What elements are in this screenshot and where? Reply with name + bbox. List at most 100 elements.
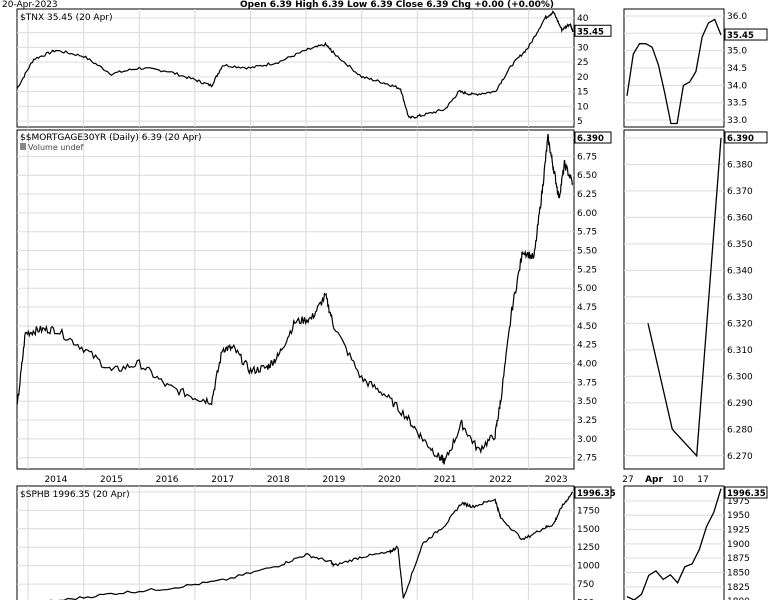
zoom-x-tick-label: Apr [645,475,663,485]
zoom-last-value-tag: 35.45 [727,31,754,41]
tnx-panel-title: $TNX 35.45 (20 Apr) [20,13,113,23]
zoom-series-line [626,18,722,125]
series-line [16,133,574,465]
y-tick-label: 25 [577,58,588,68]
zoom-y-tick-label: 6.370 [727,187,753,197]
x-tick-label: 2022 [489,475,512,485]
series-layer [16,10,722,600]
zoom-y-tick-label: 35.0 [727,47,747,57]
zoom-y-tick-label: 33.0 [727,116,747,126]
zoom-series-line [626,488,722,600]
y-tick-label: 5.00 [577,284,597,294]
y-tick-label: 20 [577,73,589,83]
series-line [16,10,574,120]
zoom-y-tick-label: 6.340 [727,266,753,276]
zoom-y-tick-label: 1950 [727,511,750,521]
y-tick-label: 3.25 [577,416,597,426]
zoom-y-tick-label: 36.0 [727,12,747,22]
sphb-zoom-frame [623,485,725,600]
y-tick-label: 6.00 [577,209,597,219]
y-tick-label: 4.75 [577,303,597,313]
last-value-tag-box [574,131,612,144]
mortgage-zoom-frame [623,129,725,470]
y-tick-label: 6.25 [577,190,597,200]
zoom-x-tick-label: 10 [672,475,684,485]
zoom-x-tick-label: 17 [697,475,708,485]
zoom-y-tick-label: 6.300 [727,372,753,382]
y-tick-label: 4.50 [577,322,597,332]
zoom-last-value-tag: 1996.35 [727,489,766,499]
zoom-y-tick-label: 6.270 [727,452,753,462]
zoom-y-tick-label: 6.330 [727,293,753,303]
tnx-panel-frame [16,8,575,128]
y-tick-label: 15 [577,88,588,98]
y-tick-label: 5.50 [577,247,597,257]
last-value-tag-box [574,486,612,499]
y-tick-label: 4.00 [577,360,597,370]
y-tick-label: 3.00 [577,435,597,445]
zoom-y-tick-label: 33.5 [727,99,747,109]
zoom-last-value-tag-box [724,131,768,144]
zoom-y-tick-label: 1825 [727,583,750,593]
y-tick-label: 5 [577,117,583,127]
x-tick-label: 2018 [267,475,290,485]
y-tick-label: 1750 [577,506,600,516]
zoom-y-tick-label: 6.320 [727,319,753,329]
volume-icon [20,143,26,150]
mortgage-panel-subtitle: Volume undef [28,143,83,152]
mortgage-panel-title: $$MORTGAGE30YR (Daily) 6.39 (20 Apr) [20,133,202,143]
y-tick-label: 40 [577,14,589,24]
x-tick-label: 2016 [156,475,179,485]
zoom-x-tick-label: 27 [622,475,633,485]
y-tick-label: 30 [577,43,589,53]
zoom-y-tick-label: 6.310 [727,346,753,356]
last-value-tag: 35.45 [577,27,604,37]
x-tick-label: 2017 [211,475,234,485]
y-tick-label: 6.50 [577,171,597,181]
y-tick-label: 2.75 [577,454,597,464]
y-tick-label: 500 [577,599,594,600]
mortgage-panel-frame [16,129,575,470]
y-tick-label: 1500 [577,525,600,535]
zoom-y-tick-label: 34.0 [727,81,747,91]
axis-label-layer: 51015202530354033.033.534.034.535.035.53… [44,12,768,600]
zoom-y-tick-label: 1800 [727,597,750,600]
y-tick-label: 4.25 [577,341,597,351]
y-tick-label: 1000 [577,562,600,572]
x-tick-label: 2020 [378,475,401,485]
header-date: 20-Apr-2023 [2,0,58,10]
y-tick-label: 5.75 [577,228,597,238]
x-tick-label: 2014 [44,475,67,485]
y-tick-label: 3.50 [577,397,597,407]
zoom-y-tick-label: 1900 [727,540,750,550]
zoom-y-tick-label: 6.290 [727,399,753,409]
y-tick-label: 6.75 [577,152,597,162]
zoom-y-tick-label: 6.280 [727,425,753,435]
last-value-tag-box [574,24,612,37]
x-tick-label: 2015 [100,475,123,485]
sphb-panel-title: $SPHB 1996.35 (20 Apr) [20,490,130,500]
grid-layer [17,9,724,600]
x-tick-label: 2023 [545,475,568,485]
zoom-y-tick-label: 6.360 [727,213,753,223]
series-line [49,491,573,600]
y-tick-label: 3.75 [577,378,597,388]
y-tick-label: 10 [577,102,589,112]
y-tick-label: 5.25 [577,265,597,275]
zoom-y-tick-label: 6.380 [727,160,753,170]
zoom-last-value-tag: 6.390 [727,134,754,144]
zoom-y-tick-label: 1850 [727,568,750,578]
last-value-tag: 6.390 [577,134,604,144]
zoom-last-value-tag-box [724,486,768,499]
y-tick-label: 1250 [577,543,600,553]
zoom-y-tick-label: 1975 [727,497,750,507]
y-tick-label: 750 [577,580,594,590]
x-tick-label: 2019 [322,475,345,485]
x-tick-label: 2021 [434,475,457,485]
last-value-tag: 1996.35 [577,489,616,499]
zoom-last-value-tag-box [724,28,768,41]
zoom-y-tick-label: 1875 [727,554,750,564]
zoom-y-tick-label: 34.5 [727,64,747,74]
header-ohlc: Open 6.39 High 6.39 Low 6.39 Close 6.39 … [240,0,554,10]
